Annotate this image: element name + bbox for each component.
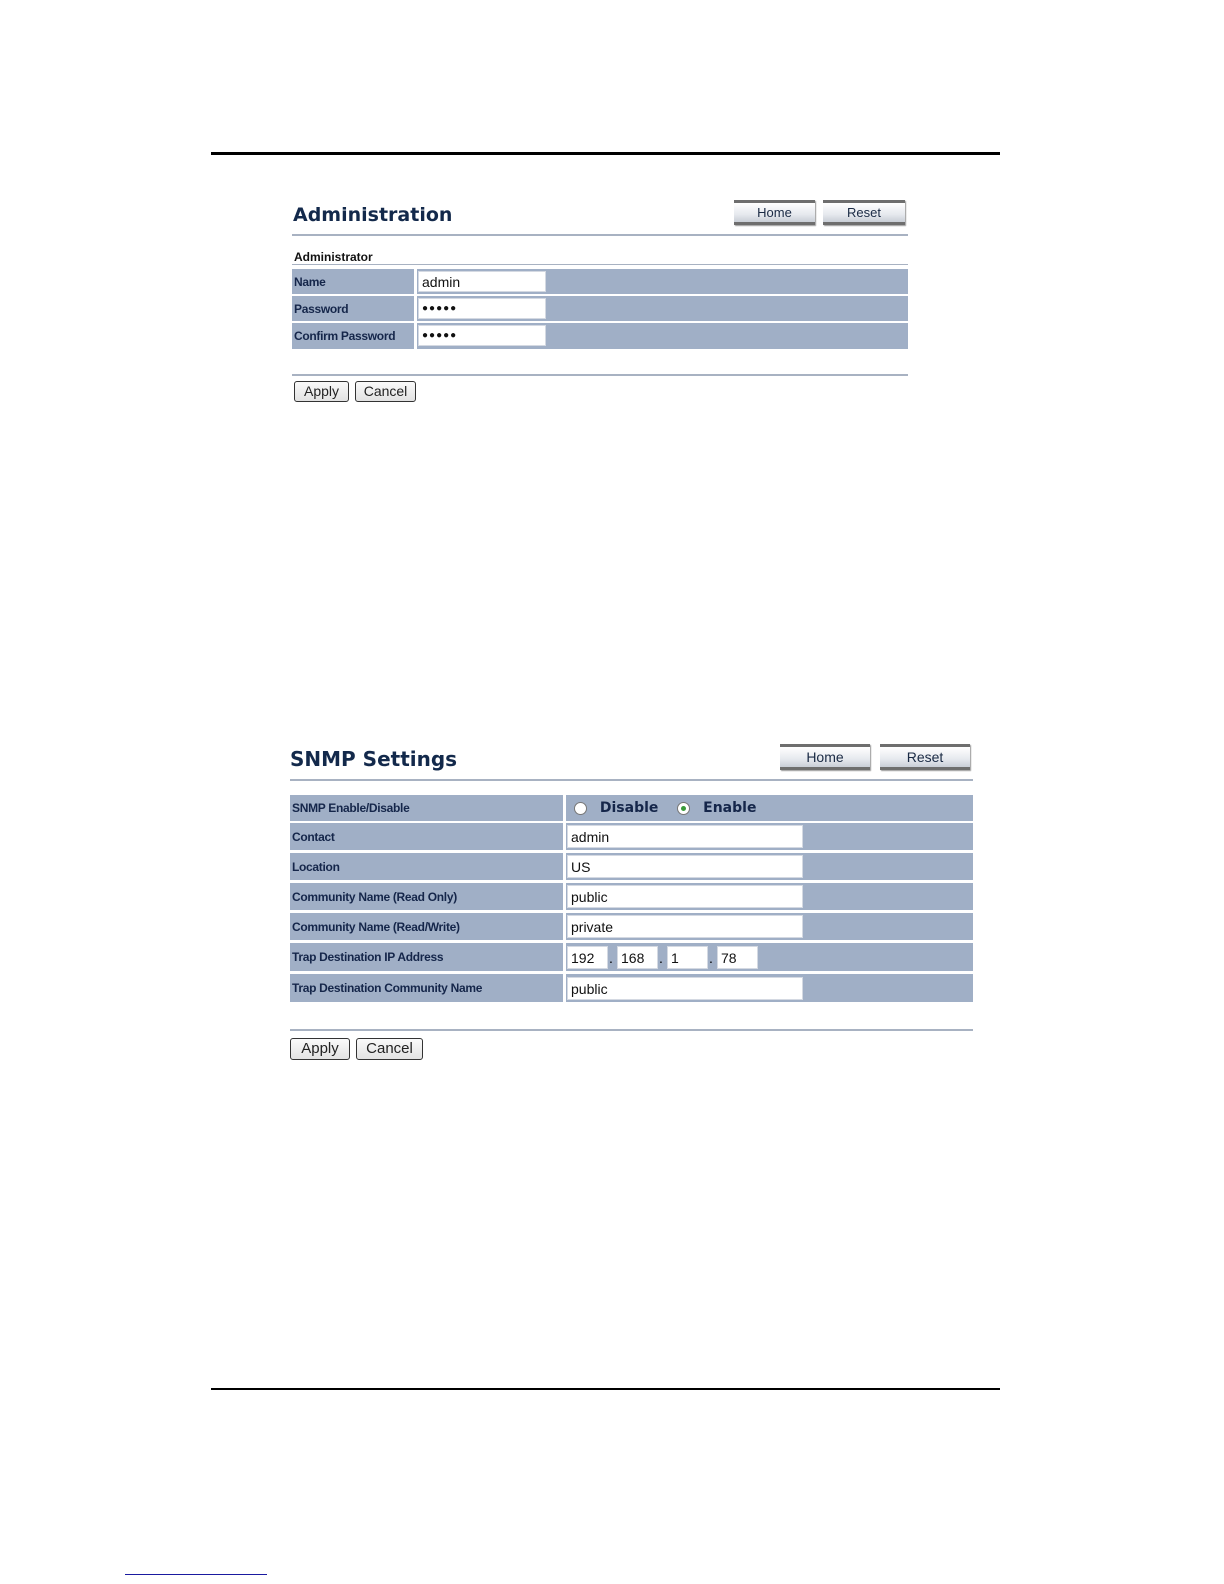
home-button[interactable]: Home <box>734 200 815 225</box>
header-rule <box>211 152 1000 155</box>
cell-separator <box>563 853 566 880</box>
enable-radio[interactable] <box>677 801 691 815</box>
community-read-write-input[interactable]: private <box>567 915 803 938</box>
cell-separator <box>563 974 566 1002</box>
cell-separator <box>414 269 417 294</box>
reset-button[interactable]: Reset <box>880 744 970 770</box>
trap-ip-octet-3[interactable]: 1 <box>667 946 708 969</box>
field-label: Contact <box>292 829 335 844</box>
divider <box>290 1029 973 1031</box>
location-input[interactable]: US <box>567 855 803 878</box>
divider <box>290 779 973 781</box>
cell-separator <box>563 823 566 850</box>
community-read-only-input[interactable]: public <box>567 885 803 908</box>
password-input[interactable]: ●●●●● <box>418 298 546 319</box>
cell-separator <box>414 323 417 349</box>
field-label: Trap Destination IP Address <box>292 950 444 964</box>
snmp-enable-row: SNMP Enable/Disable Disable Enable <box>290 795 973 821</box>
cancel-button[interactable]: Cancel <box>356 1038 423 1060</box>
apply-button[interactable]: Apply <box>290 1038 350 1060</box>
ip-dot: . <box>609 950 613 966</box>
trap-ip-octet-1[interactable]: 192 <box>567 946 608 969</box>
location-row: Location US <box>290 853 973 880</box>
cell-separator <box>563 913 566 940</box>
reset-button[interactable]: Reset <box>823 200 905 225</box>
trap-community-input[interactable]: public <box>567 977 803 1000</box>
cancel-button[interactable]: Cancel <box>355 381 416 402</box>
disable-label[interactable]: Disable <box>599 800 659 816</box>
community-read-only-row: Community Name (Read Only) public <box>290 883 973 910</box>
cell-separator <box>563 883 566 910</box>
field-label: SNMP Enable/Disable <box>292 801 410 815</box>
name-row: Name admin <box>292 269 908 294</box>
field-label: Confirm Password <box>294 329 396 343</box>
ip-dot: . <box>709 950 713 966</box>
field-label: Name <box>294 274 326 289</box>
password-row: Password ●●●●● <box>292 296 908 321</box>
trap-ip-octet-4[interactable]: 78 <box>717 946 758 969</box>
divider <box>292 234 908 236</box>
trap-community-row: Trap Destination Community Name public <box>290 974 973 1002</box>
page-title: Administration <box>293 204 453 226</box>
divider <box>292 374 908 376</box>
cell-separator <box>414 296 417 321</box>
contact-row: Contact admin <box>290 823 973 850</box>
field-label: Community Name (Read Only) <box>292 889 457 904</box>
field-label: Password <box>294 301 349 316</box>
apply-button[interactable]: Apply <box>294 381 349 402</box>
divider <box>292 264 908 265</box>
confirm-password-row: Confirm Password ●●●●● <box>292 323 908 349</box>
footnote-link-underline <box>125 1574 267 1575</box>
cell-separator <box>563 943 566 971</box>
contact-input[interactable]: admin <box>567 825 803 848</box>
field-label: Community Name (Read/Write) <box>292 919 460 934</box>
name-input[interactable]: admin <box>418 271 546 292</box>
ip-dot: . <box>659 950 663 966</box>
trap-ip-row: Trap Destination IP Address 192 . 168 . … <box>290 943 973 971</box>
cell-separator <box>563 795 566 821</box>
field-label: Trap Destination Community Name <box>292 981 483 995</box>
trap-ip-octet-2[interactable]: 168 <box>617 946 658 969</box>
enable-label[interactable]: Enable <box>703 800 757 816</box>
field-label: Location <box>292 859 340 874</box>
section-heading: Administrator <box>294 250 373 264</box>
home-button[interactable]: Home <box>780 744 870 770</box>
disable-radio[interactable] <box>574 801 587 815</box>
page-title: SNMP Settings <box>290 747 458 771</box>
confirm-password-input[interactable]: ●●●●● <box>418 325 546 346</box>
community-read-write-row: Community Name (Read/Write) private <box>290 913 973 940</box>
footer-rule <box>211 1388 1000 1390</box>
